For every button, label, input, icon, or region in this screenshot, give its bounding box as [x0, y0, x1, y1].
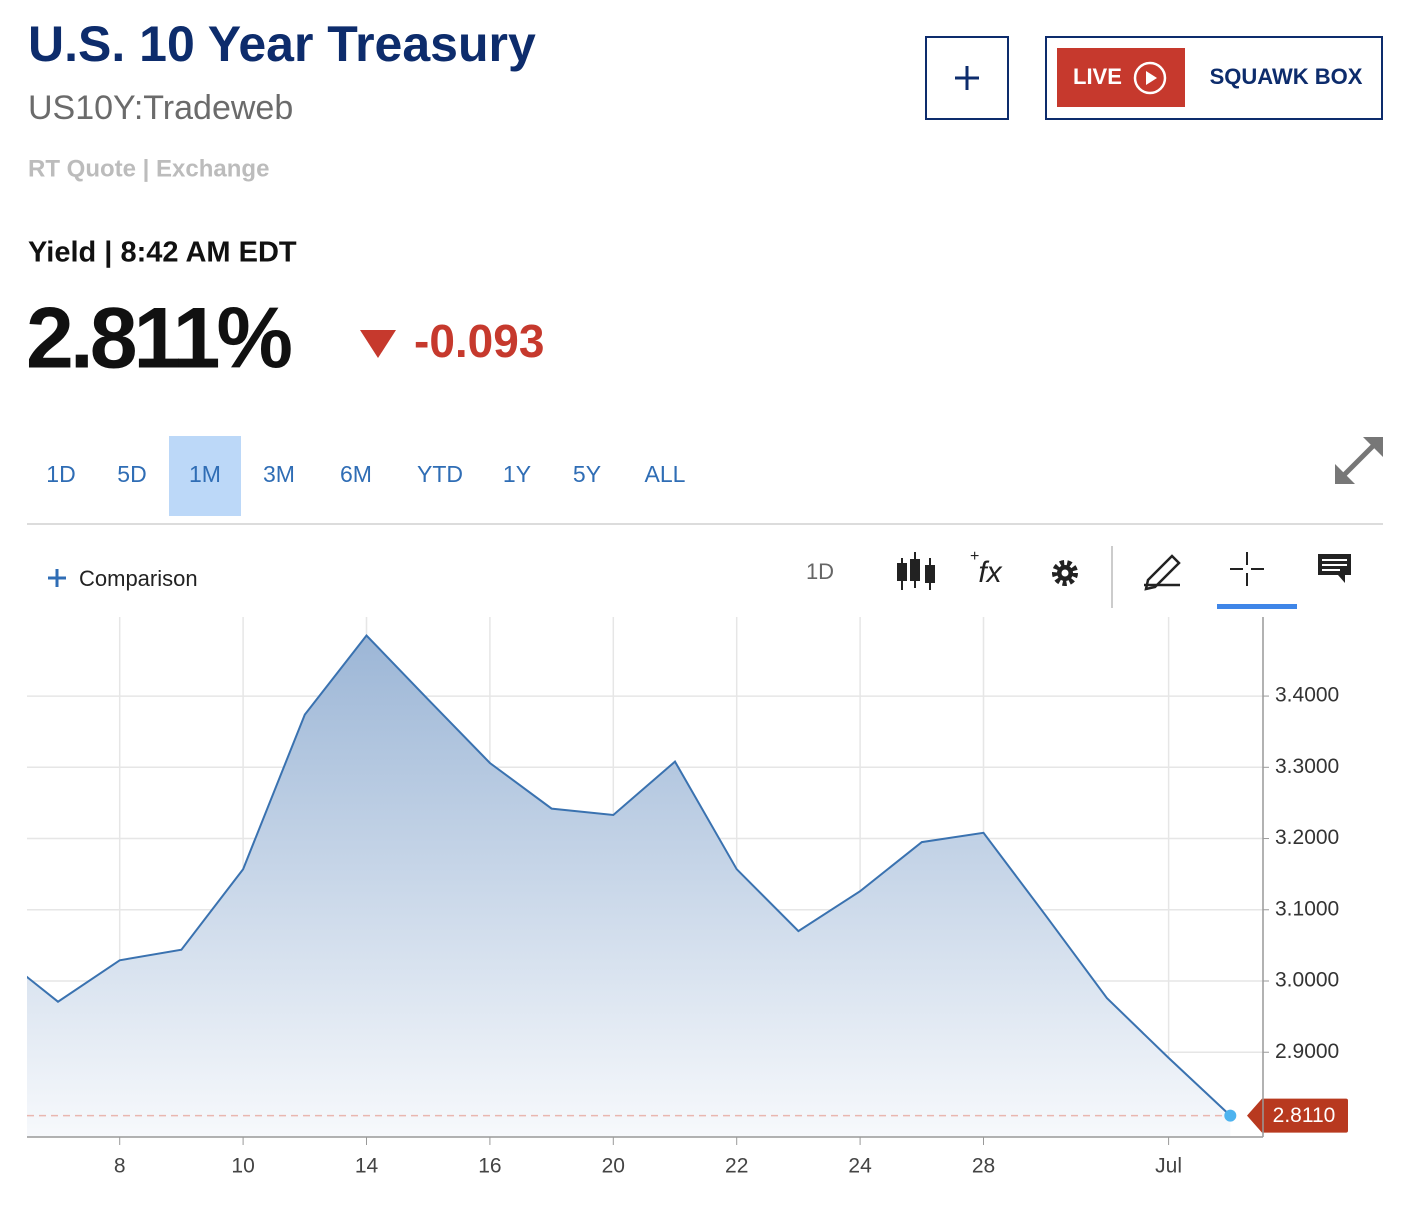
range-tab[interactable]: YTD	[417, 461, 463, 487]
crosshair-icon[interactable]	[1230, 552, 1264, 586]
settings-icon[interactable]	[1052, 560, 1078, 586]
yield-label: Yield | 8:42 AM EDT	[28, 237, 297, 269]
range-tab[interactable]: 1D	[46, 461, 75, 487]
x-tick-label: 14	[355, 1155, 379, 1178]
down-arrow	[360, 330, 396, 358]
active-tool-underline	[1217, 604, 1297, 609]
x-tick-label: 24	[848, 1155, 872, 1178]
y-tick-label: 3.3000	[1275, 755, 1339, 778]
quote-title: U.S. 10 Year Treasury	[28, 16, 536, 72]
range-tab[interactable]: 6M	[340, 461, 372, 487]
range-selected	[169, 436, 241, 516]
annotation-icon[interactable]	[1318, 554, 1351, 583]
expand-icon[interactable]	[1335, 437, 1383, 484]
interval-button[interactable]: 1D	[806, 559, 834, 584]
x-tick-label: 16	[478, 1155, 501, 1178]
show-name: SQUAWK BOX	[1210, 64, 1363, 89]
x-tick-label: 28	[972, 1155, 995, 1178]
price-change: -0.093	[414, 315, 544, 367]
gear	[1052, 560, 1078, 586]
gear-hole	[1061, 569, 1069, 577]
last-value-tag	[1247, 1098, 1348, 1133]
y-tick-label: 3.2000	[1275, 826, 1339, 849]
studies-button[interactable]: fx	[978, 556, 1002, 589]
area-fill	[27, 635, 1231, 1137]
range-tab[interactable]: 3M	[263, 461, 295, 487]
last-price: 2.811%	[26, 291, 291, 387]
live-squawk[interactable]: LIVE SQUAWK BOX	[1045, 36, 1383, 120]
price-chart: 2.9000 3.0000 3.1000 3.2000 3.3000 3.4000 8 10 1…	[27, 617, 1348, 1178]
play-icon	[1133, 61, 1167, 95]
quote-info: RT Quote | Exchange	[28, 155, 269, 182]
last-value-label: 2.8110	[1273, 1104, 1336, 1127]
range-tab[interactable]: 1M	[189, 461, 221, 487]
x-tick-label: Jul	[1155, 1155, 1182, 1178]
x-tick-label: 20	[602, 1155, 625, 1178]
x-tick-label: 8	[114, 1155, 126, 1178]
range-tabs: 1D 5D 1M 3M 6M YTD 1Y 5Y ALL	[46, 436, 686, 516]
pencil	[1144, 554, 1181, 591]
play-icon	[1146, 71, 1157, 85]
range-tab[interactable]: 1Y	[503, 461, 531, 487]
comparison-button[interactable]: Comparison	[48, 566, 198, 591]
add-to-watchlist[interactable]	[925, 36, 1009, 120]
range-tab[interactable]: 5Y	[573, 461, 601, 487]
live-label: LIVE	[1073, 64, 1122, 89]
price-line	[27, 633, 1231, 1117]
expand-arrow	[1335, 464, 1355, 484]
x-tick-label: 10	[231, 1155, 254, 1178]
y-tick-label: 3.4000	[1275, 684, 1339, 707]
chart-type-icon[interactable]	[897, 552, 935, 590]
range-tab[interactable]: 5D	[117, 461, 146, 487]
y-tick-label: 3.1000	[1275, 897, 1339, 920]
studies-plus: +	[970, 548, 979, 565]
range-tab[interactable]: ALL	[645, 461, 686, 487]
expand-arrow	[1363, 437, 1383, 457]
y-tick-label: 2.9000	[1275, 1040, 1339, 1063]
comment	[1318, 554, 1351, 583]
draw-icon[interactable]	[1144, 554, 1181, 591]
live-badge	[1057, 48, 1185, 107]
last-point	[1224, 1109, 1237, 1122]
x-tick-label: 22	[725, 1155, 748, 1178]
y-tick-label: 3.0000	[1275, 969, 1339, 992]
expand-line	[1339, 440, 1379, 480]
comparison-label[interactable]: Comparison	[79, 566, 198, 591]
symbol: US10Y:Tradeweb	[28, 89, 293, 127]
